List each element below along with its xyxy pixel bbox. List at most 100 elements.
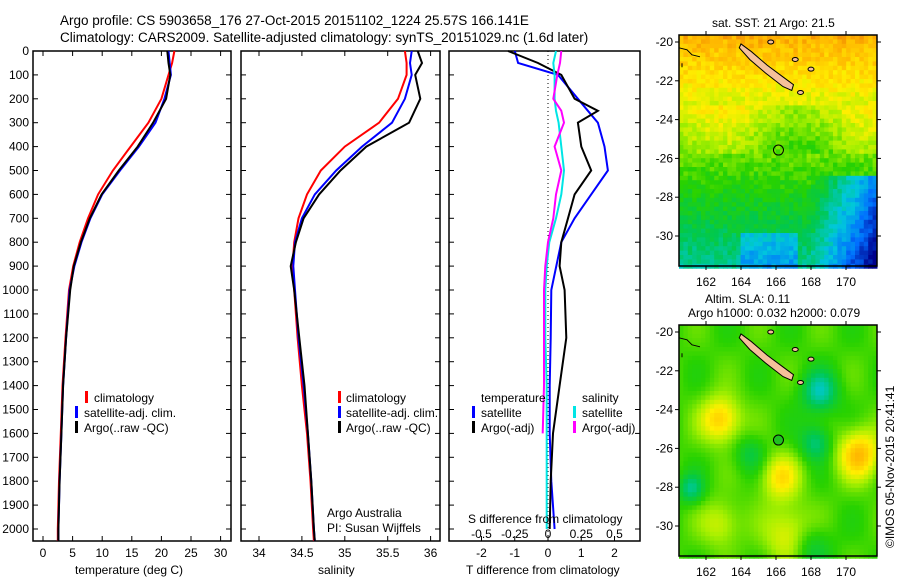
map-cell <box>687 153 693 159</box>
map-cell <box>793 391 799 396</box>
map-cell <box>701 325 706 330</box>
map-cell <box>784 399 790 405</box>
map-cell <box>824 351 830 357</box>
map-cell <box>850 509 856 515</box>
map-cell <box>758 180 764 186</box>
map-cell <box>687 448 693 454</box>
map-cell <box>850 224 856 230</box>
map-cell <box>833 158 838 164</box>
map-cell <box>863 408 869 414</box>
map-cell <box>802 355 808 361</box>
map-cell <box>714 355 720 361</box>
map-cell <box>749 224 755 230</box>
map-cell <box>714 333 720 339</box>
map-cell <box>797 101 803 106</box>
map-cell <box>749 531 755 537</box>
map-cell <box>771 153 777 159</box>
map-cell <box>841 351 847 357</box>
map-cell <box>789 65 794 71</box>
map-cell <box>811 545 816 550</box>
map-cell <box>837 426 843 432</box>
map-cell <box>771 443 777 449</box>
map-cell <box>679 167 684 172</box>
map-cell <box>749 492 755 498</box>
map-cell <box>705 70 711 76</box>
map-cell <box>793 87 799 93</box>
map-cell <box>679 136 684 142</box>
map-cell <box>797 114 803 120</box>
map-cell <box>824 149 830 155</box>
map-cell <box>679 145 684 150</box>
map-cell <box>846 219 852 225</box>
map-cell <box>824 131 830 137</box>
map-cell <box>802 127 808 133</box>
map-cell <box>740 228 746 234</box>
map-cell <box>762 461 768 467</box>
map-cell <box>797 545 803 550</box>
map-cell <box>731 474 737 480</box>
y-tick-label: 200 <box>9 92 29 106</box>
map-cell <box>855 202 860 208</box>
map-cell <box>692 105 698 111</box>
map-cell <box>753 364 759 370</box>
map-cell <box>771 259 777 265</box>
map-cell <box>841 338 847 344</box>
map-cell <box>855 338 860 344</box>
map-cell <box>811 92 816 98</box>
map-cell <box>767 483 772 489</box>
map-cell <box>775 136 781 142</box>
map-cell <box>701 355 706 361</box>
map-cell <box>819 496 825 502</box>
map-cell <box>745 439 750 445</box>
map-cell <box>793 395 799 401</box>
map-cell <box>753 48 759 54</box>
map-cell <box>775 255 781 260</box>
map-cell <box>723 109 728 115</box>
map-cell <box>767 509 772 515</box>
map-cell <box>833 246 838 252</box>
map-cell <box>828 87 834 93</box>
map-cell <box>828 404 834 410</box>
map-cell <box>863 70 869 76</box>
map-cell <box>784 496 790 502</box>
map-cell <box>705 373 711 379</box>
island <box>791 56 799 62</box>
map-cell <box>797 211 803 216</box>
map-cell <box>714 461 720 467</box>
map-cell <box>775 149 781 155</box>
map-cell <box>789 479 794 484</box>
map-cell <box>855 417 860 423</box>
map-cell <box>806 509 812 515</box>
map-cell <box>815 408 821 414</box>
map-cell <box>762 545 768 550</box>
map-cell <box>806 197 812 203</box>
map-cell <box>841 404 847 410</box>
map-cell <box>833 347 838 352</box>
map-cell <box>745 364 750 370</box>
map-cell <box>718 65 724 71</box>
map-cell <box>793 386 799 392</box>
map-cell <box>793 549 799 555</box>
map-cell <box>701 136 706 142</box>
map-cell <box>806 527 812 533</box>
map-cell <box>841 470 847 476</box>
map-cell <box>749 250 755 256</box>
map-cell <box>833 549 838 555</box>
map-cell <box>727 175 733 181</box>
map-cell <box>855 92 860 98</box>
map-cell <box>749 153 755 159</box>
map-cell <box>705 474 711 480</box>
map-cell <box>679 377 684 383</box>
map-cell <box>846 355 852 361</box>
map-cell <box>727 457 733 462</box>
map-cell <box>815 175 821 181</box>
map-cell <box>775 184 781 190</box>
map-cell <box>837 355 843 361</box>
map-cell <box>740 545 746 550</box>
map-cell <box>837 114 843 120</box>
map-cell <box>701 65 706 71</box>
temperature-legend: climatology satellite-adj. clim. Argo(..… <box>75 391 176 435</box>
map-cell <box>745 527 750 533</box>
map-cell <box>753 540 759 546</box>
map-cell <box>811 158 816 164</box>
